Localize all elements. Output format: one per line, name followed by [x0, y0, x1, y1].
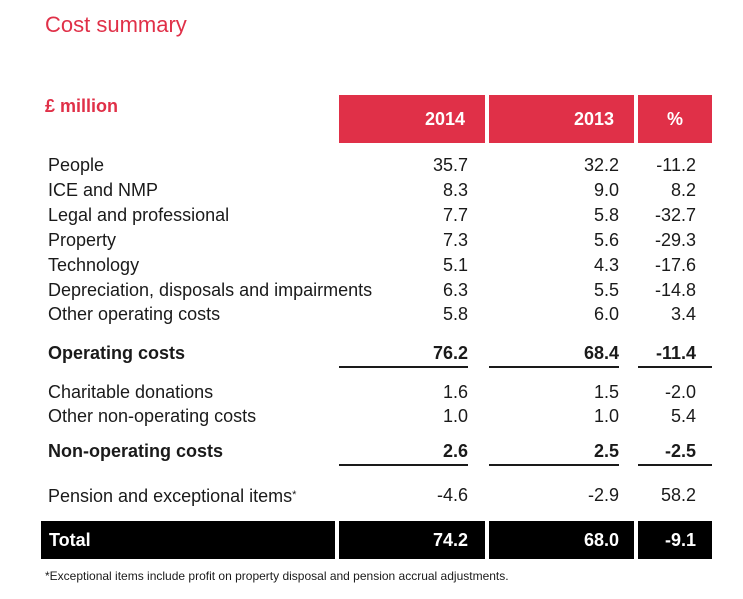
value-2014: 5.1 [442, 255, 468, 275]
table-row-pension: Pension and exceptional items* -4.6 -2.9… [0, 483, 743, 507]
column-header-2013: 2013 [489, 95, 634, 143]
underline [638, 366, 712, 368]
value-2013: 1.5 [593, 382, 619, 402]
value-2014: 8.3 [442, 180, 468, 200]
value-2014: 2.6 [442, 441, 468, 461]
row-label: Depreciation, disposals and impairments [48, 280, 373, 300]
table-row: Depreciation, disposals and impairments … [0, 278, 743, 302]
value-percent: -11.2 [656, 155, 696, 175]
value-2013: 5.6 [593, 230, 619, 250]
value-percent: 58.2 [660, 485, 696, 505]
column-header-percent: % [638, 95, 712, 143]
unit-label: £ million [45, 96, 119, 116]
underline [339, 366, 468, 368]
value-percent: -17.6 [654, 255, 696, 275]
total-value-2014: 74.2 [339, 521, 485, 559]
row-label: Pension and exceptional items* [48, 483, 296, 508]
total-value-percent: -9.1 [638, 521, 712, 559]
table-row: Charitable donations 1.6 1.5 -2.0 [0, 380, 743, 404]
row-label: Operating costs [48, 343, 186, 363]
row-label: Other non-operating costs [48, 406, 257, 426]
value-2014: 7.3 [442, 230, 468, 250]
table-row: People 35.7 32.2 -11.2 [0, 153, 743, 177]
value-2014: 1.0 [442, 406, 468, 426]
value-2013: 4.3 [593, 255, 619, 275]
footnote: *Exceptional items include profit on pro… [45, 569, 509, 583]
underline [339, 464, 468, 466]
row-label: ICE and NMP [48, 180, 159, 200]
row-label: People [48, 155, 105, 175]
value-2013: 5.5 [593, 280, 619, 300]
value-percent: 3.4 [670, 304, 696, 324]
row-label: Non-operating costs [48, 441, 224, 461]
row-label: Legal and professional [48, 205, 230, 225]
value-2013: 68.4 [583, 343, 619, 363]
total-label: Total [41, 521, 335, 559]
value-2014: 35.7 [432, 155, 468, 175]
value-2013: 9.0 [593, 180, 619, 200]
total-value-2013: 68.0 [489, 521, 634, 559]
value-percent: 8.2 [670, 180, 696, 200]
value-2014: 5.8 [442, 304, 468, 324]
value-2014: -4.6 [436, 485, 468, 505]
table-row: ICE and NMP 8.3 9.0 8.2 [0, 178, 743, 202]
value-percent: -2.0 [664, 382, 696, 402]
column-header-2014: 2014 [339, 95, 485, 143]
table-row: Technology 5.1 4.3 -17.6 [0, 253, 743, 277]
value-2013: 1.0 [593, 406, 619, 426]
value-percent: -14.8 [654, 280, 696, 300]
value-2013: 32.2 [583, 155, 619, 175]
row-label: Charitable donations [48, 382, 214, 402]
underline [638, 464, 712, 466]
value-percent: -29.3 [654, 230, 696, 250]
value-percent: -11.4 [655, 343, 696, 363]
footnote-marker: * [292, 489, 297, 501]
underline [489, 366, 619, 368]
value-2013: -2.9 [587, 485, 619, 505]
row-label: Property [48, 230, 117, 250]
value-2013: 5.8 [593, 205, 619, 225]
value-percent: -32.7 [654, 205, 696, 225]
row-label: Other operating costs [48, 304, 221, 324]
subtotal-row-operating: Operating costs 76.2 68.4 -11.4 [0, 341, 743, 365]
value-2014: 76.2 [432, 343, 468, 363]
row-label: Technology [48, 255, 140, 275]
value-2013: 2.5 [593, 441, 619, 461]
value-2014: 6.3 [442, 280, 468, 300]
table-row: Other operating costs 5.8 6.0 3.4 [0, 302, 743, 326]
value-percent: 5.4 [670, 406, 696, 426]
value-2013: 6.0 [593, 304, 619, 324]
table-row: Property 7.3 5.6 -29.3 [0, 228, 743, 252]
page-title: Cost summary [45, 12, 187, 37]
value-2014: 7.7 [442, 205, 468, 225]
value-percent: -2.5 [664, 441, 696, 461]
table-row: Other non-operating costs 1.0 1.0 5.4 [0, 404, 743, 428]
pension-label-text: Pension and exceptional items [48, 486, 293, 506]
table-row: Legal and professional 7.7 5.8 -32.7 [0, 203, 743, 227]
value-2014: 1.6 [442, 382, 468, 402]
subtotal-row-non-operating: Non-operating costs 2.6 2.5 -2.5 [0, 439, 743, 463]
underline [489, 464, 619, 466]
